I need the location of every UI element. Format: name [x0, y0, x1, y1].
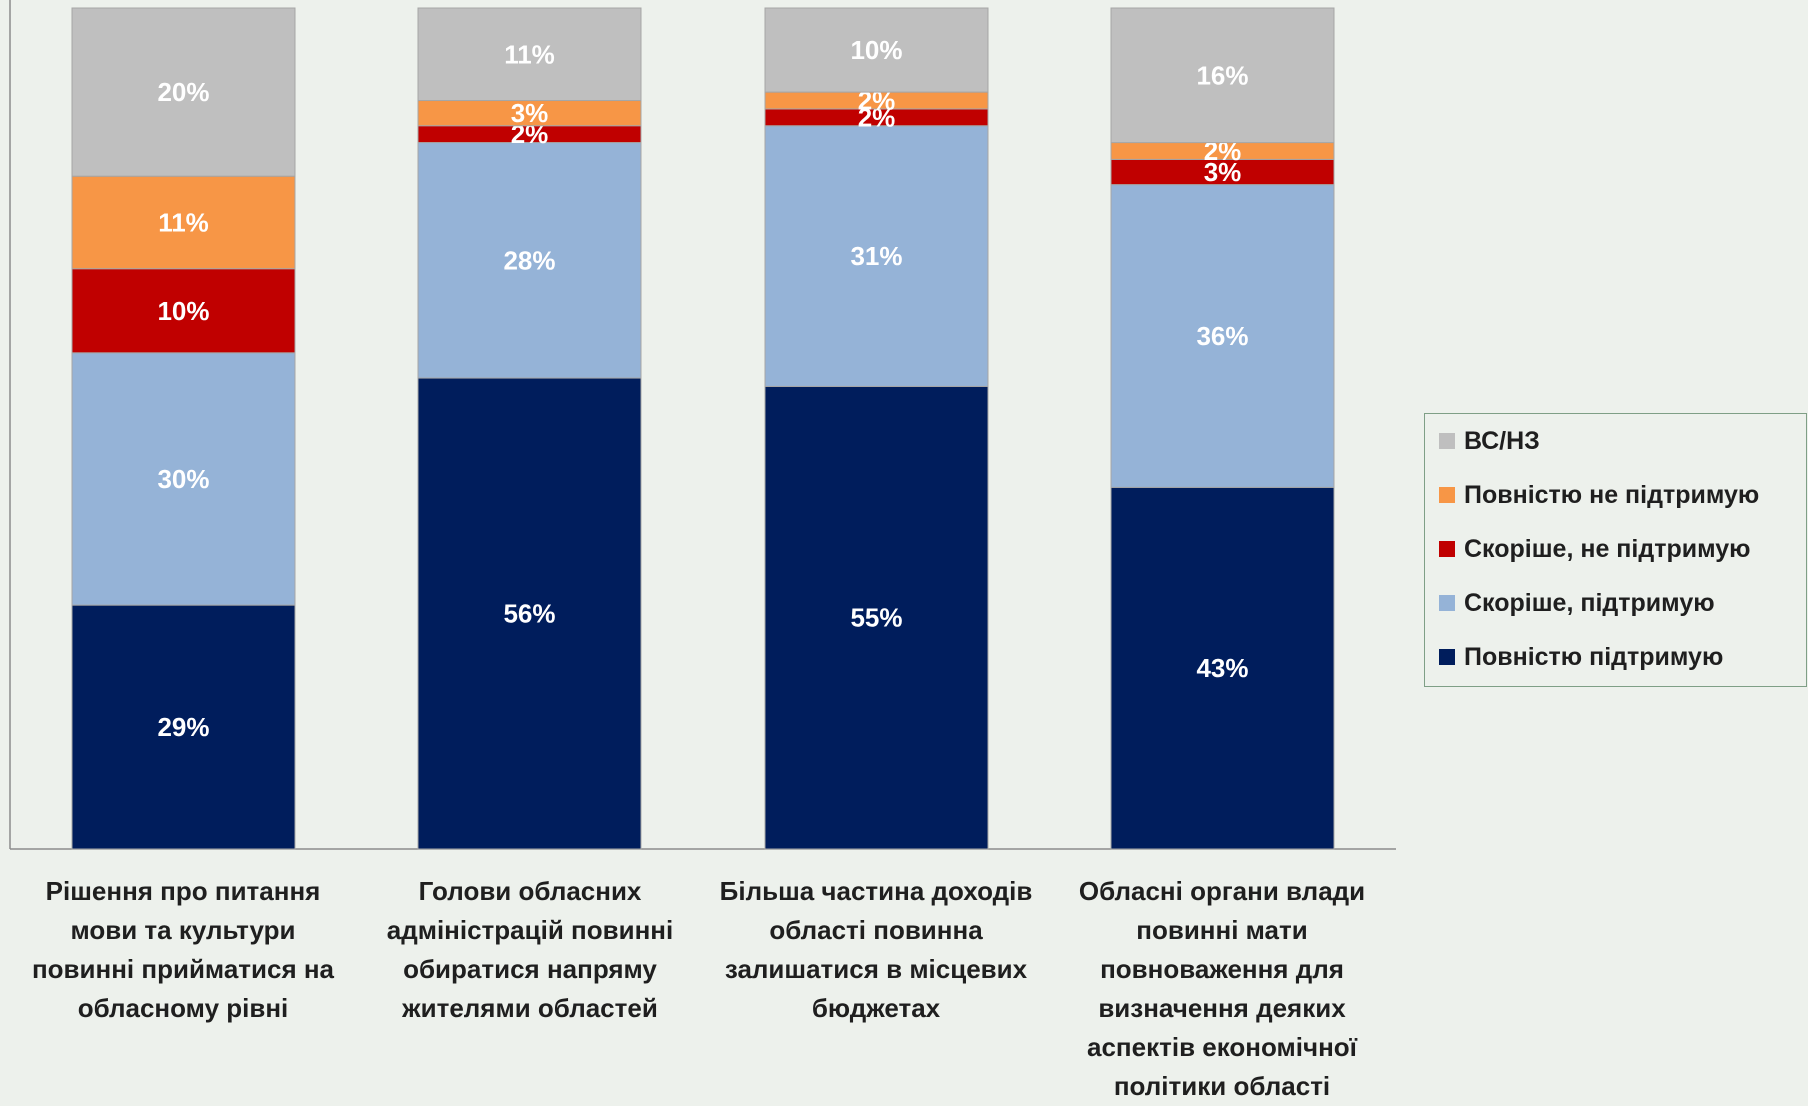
- data-label-fully-support-1: 29%: [157, 712, 209, 742]
- legend-swatch-dk: [1439, 433, 1455, 449]
- bar-segment-fully-support-1: [71, 604, 296, 850]
- legend-label-fully-not-support: Повністю не підтримую: [1464, 480, 1760, 509]
- bar-segment-rather-support-2: [417, 142, 642, 379]
- bar-segment-dk-2: [417, 7, 642, 102]
- legend-label-dk: ВС/НЗ: [1464, 426, 1540, 455]
- legend-swatch-rather-support: [1439, 595, 1455, 611]
- bar-segment-dk-1: [71, 7, 296, 177]
- data-label-rather-support-4: 36%: [1196, 321, 1248, 351]
- bar-segment-fully-support-4: [1110, 486, 1335, 850]
- legend-swatch-rather-not-support: [1439, 541, 1455, 557]
- data-label-dk-1: 20%: [157, 77, 209, 107]
- bar-segment-fully-not-support-1: [71, 175, 296, 270]
- data-label-rather-support-3: 31%: [850, 241, 902, 271]
- legend-swatch-fully-not-support: [1439, 487, 1455, 503]
- data-label-fully-support-4: 43%: [1196, 653, 1248, 683]
- data-label-rather-not-support-1: 10%: [157, 296, 209, 326]
- bar-segment-rather-support-3: [764, 125, 989, 387]
- data-label-fully-support-2: 56%: [503, 599, 555, 629]
- bar-segment-rather-support-1: [71, 352, 296, 606]
- data-label-fully-not-support-1: 11%: [158, 207, 209, 237]
- data-label-dk-3: 10%: [850, 35, 902, 65]
- data-label-dk-2: 11%: [504, 39, 555, 69]
- category-label-budgets: Більша частина доходів області повинна з…: [719, 876, 1033, 1023]
- category-label-governors: Голови обласних адміністрацій повинні об…: [386, 876, 674, 1023]
- legend-label-rather-not-support: Скоріше, не підтримую: [1464, 534, 1751, 563]
- category-label-language: Рішення про питання мови та культури пов…: [31, 876, 335, 1023]
- legend-item-dk: ВС/НЗ: [1439, 426, 1540, 456]
- bars-group: 29%30%10%11%20%56%28%2%3%11%55%31%2%2%10…: [71, 7, 1335, 850]
- legend-item-fully-not-support: Повністю не підтримую: [1439, 480, 1759, 510]
- data-label-rather-not-support-4: 3%: [1204, 157, 1242, 187]
- legend-item-rather-support: Скоріше, підтримую: [1439, 588, 1715, 618]
- bar-segment-dk-3: [764, 7, 989, 93]
- data-label-rather-support-1: 30%: [157, 464, 209, 494]
- legend-label-fully-support: Повністю підтримую: [1464, 642, 1724, 671]
- data-label-dk-4: 16%: [1196, 60, 1248, 90]
- chart-legend: ВС/НЗ Повністю не підтримую Скоріше, не …: [1424, 413, 1807, 687]
- category-label-economic-policy: Обласні органи влади повинні мати повнов…: [1078, 876, 1366, 1101]
- data-label-rather-support-2: 28%: [503, 245, 555, 275]
- legend-item-fully-support: Повністю підтримую: [1439, 642, 1723, 672]
- bar-segment-fully-support-2: [417, 377, 642, 850]
- bar-segment-dk-4: [1110, 7, 1335, 144]
- bar-segment-fully-support-3: [764, 385, 989, 850]
- legend-item-rather-not-support: Скоріше, не підтримую: [1439, 534, 1751, 564]
- data-label-fully-support-3: 55%: [850, 603, 902, 633]
- legend-label-rather-support: Скоріше, підтримую: [1464, 588, 1715, 617]
- legend-swatch-fully-support: [1439, 649, 1455, 665]
- bar-segment-rather-not-support-1: [71, 268, 296, 354]
- data-label-fully-not-support-2: 3%: [511, 98, 549, 128]
- bar-segment-rather-not-support-4: [1110, 158, 1335, 186]
